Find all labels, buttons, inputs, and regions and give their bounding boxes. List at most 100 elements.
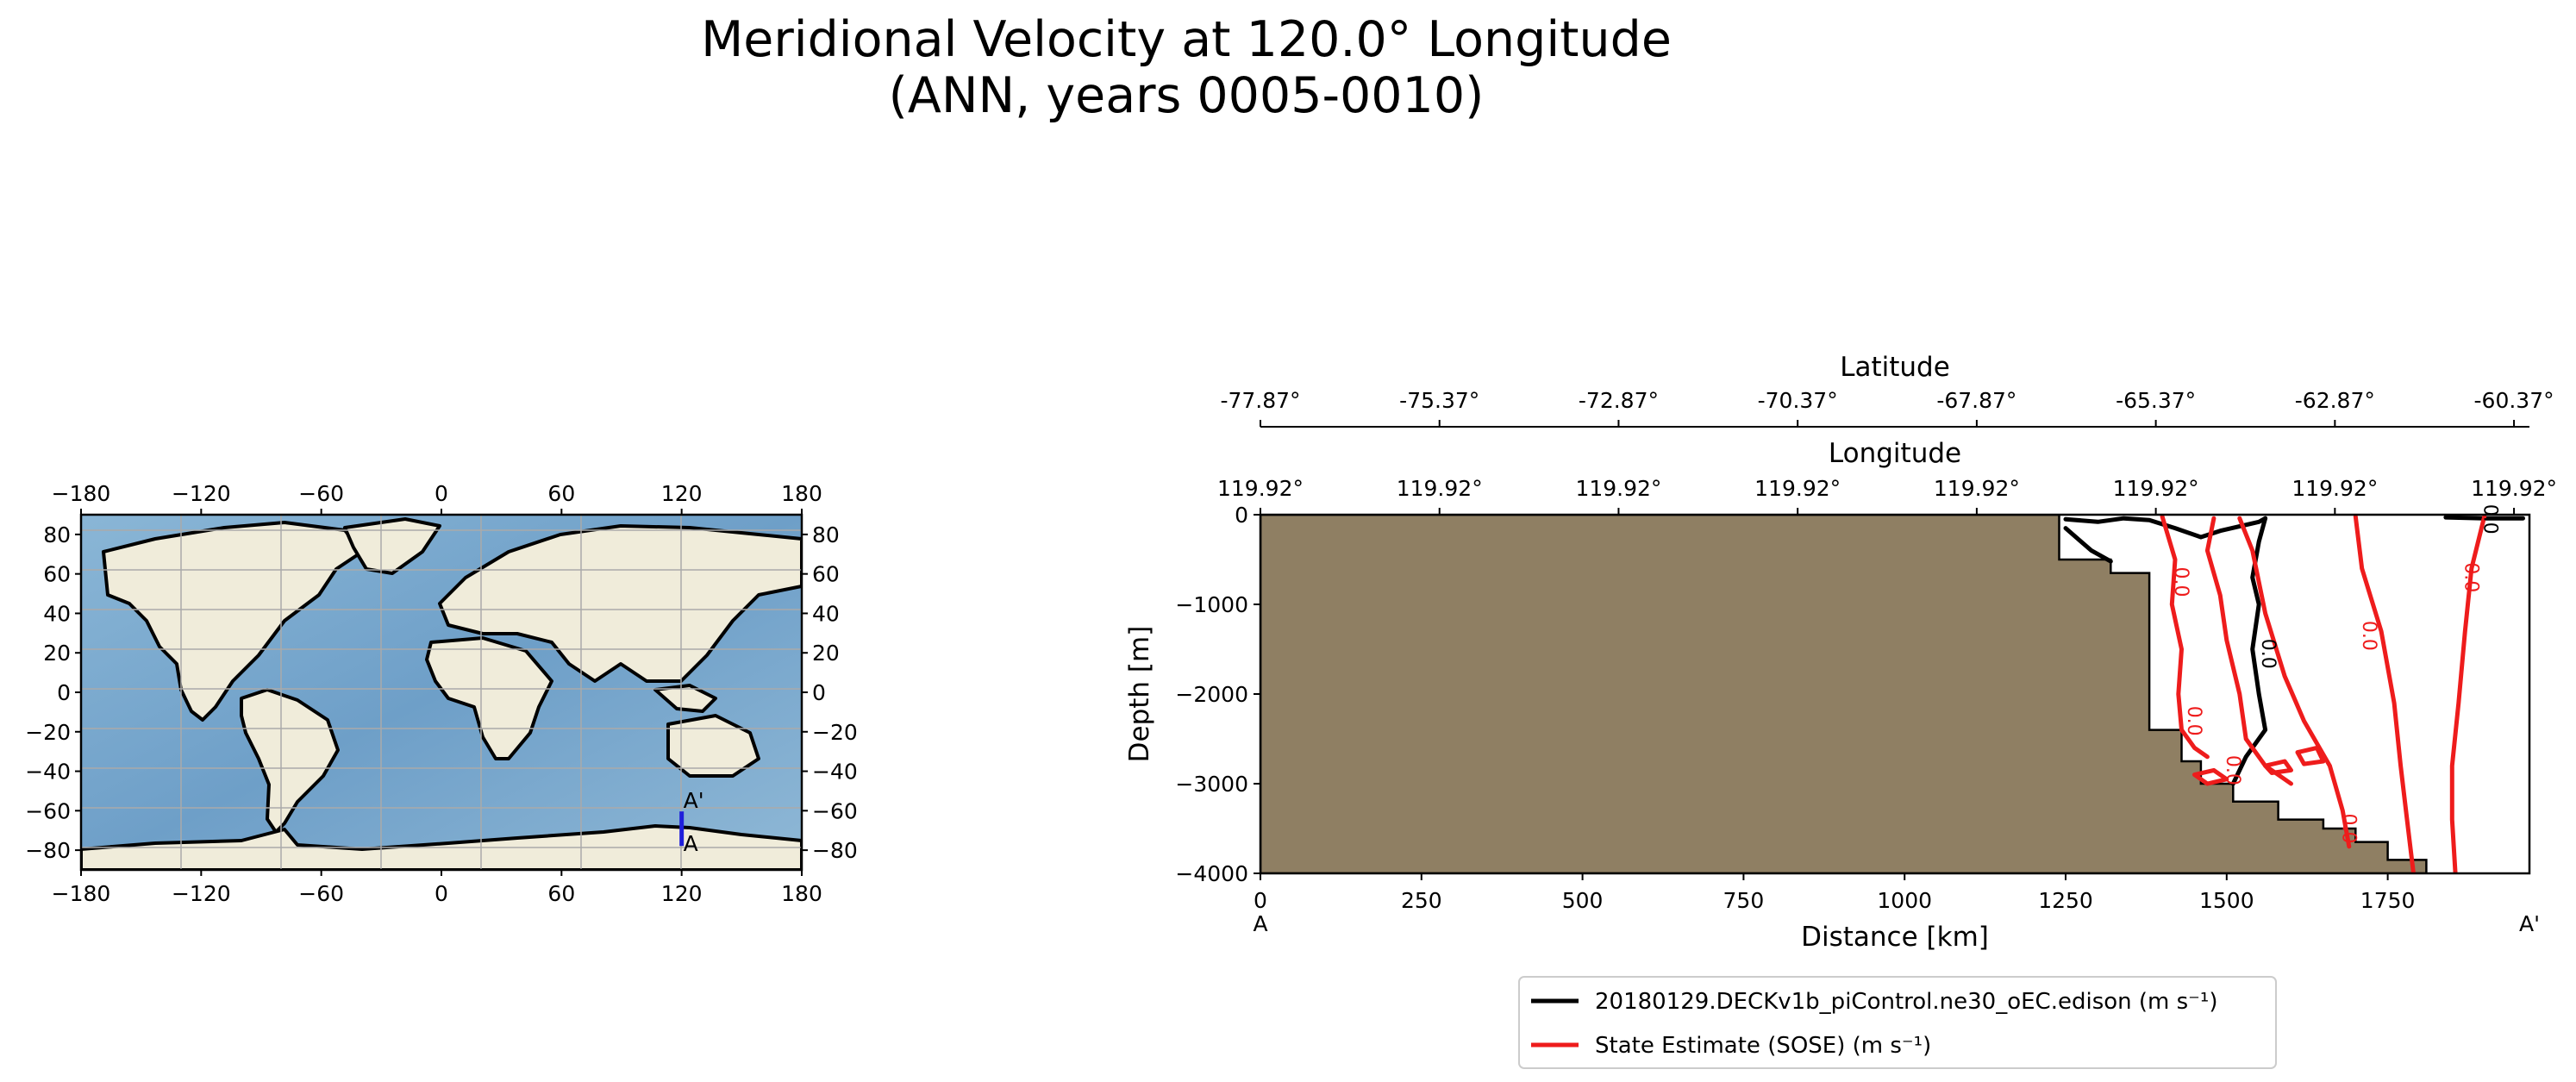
sose-contour-line <box>2237 516 2352 849</box>
map-top-tick-label: 0 <box>435 481 448 506</box>
map-top-tick-label: 180 <box>781 481 822 506</box>
y-tick-label: −2000 <box>1175 682 1248 707</box>
longitude-tick-label: 119.92° <box>1754 476 1841 501</box>
section-end-label: A' <box>2519 911 2540 936</box>
legend: 20180129.DECKv1b_piControl.ne30_oEC.edis… <box>1518 976 2277 1069</box>
map-right-tick-label: 20 <box>812 641 840 666</box>
map-bottom-tick-label: −60 <box>298 881 344 906</box>
longitude-axis-title: Longitude <box>1829 438 1961 469</box>
map-bottom-tick-label: 120 <box>661 881 703 906</box>
y-axis-label: Depth [m] <box>1124 626 1155 763</box>
latitude-axis-title: Latitude <box>1840 352 1950 383</box>
sose-contour-line <box>2160 515 2210 760</box>
map-top-tick-label: 60 <box>547 481 575 506</box>
maritime-asia-landmass <box>653 684 717 713</box>
sose-contour-line <box>2353 515 2416 873</box>
y-tick-label: −3000 <box>1175 772 1248 797</box>
x-tick-label: 1500 <box>2199 888 2254 913</box>
latitude-tick-label: -62.87° <box>2295 388 2375 413</box>
map-top-tick-label: 120 <box>661 481 703 506</box>
contour-label: 0.0 <box>2222 755 2243 785</box>
x-tick-label: 1750 <box>2360 888 2416 913</box>
latitude-tick-label: -70.37° <box>1758 388 1838 413</box>
figure-title-line1: Meridional Velocity at 120.0° Longitude <box>701 11 1672 68</box>
latitude-tick-label: -67.87° <box>1936 388 2016 413</box>
map-top-tick-label: −60 <box>298 481 344 506</box>
map-right-tick-label: −80 <box>812 838 858 863</box>
x-tick-label: 500 <box>1562 888 1604 913</box>
map-right-tick-label: −40 <box>812 760 858 785</box>
latitude-tick-label: -72.87° <box>1579 388 1659 413</box>
map-gridlines <box>81 515 802 870</box>
legend-model-label: 20180129.DECKv1b_piControl.ne30_oEC.edis… <box>1595 989 2217 1015</box>
x-tick-label: 250 <box>1401 888 1442 913</box>
map-right-tick-label: 40 <box>812 601 840 626</box>
longitude-tick-label: 119.92° <box>1217 476 1304 501</box>
map-tick-labels: −180 −180 −120 −120 −60 −60 0 0 60 60 120 120 180 180… <box>25 481 858 906</box>
section-start-label: A <box>1253 911 1267 936</box>
transect-section-plot: 0.0 0.0 0.0 0.0 0.0 0.0 0.0 0.0 0 250 500 750 1000 1… <box>1124 352 2557 953</box>
greenland-landmass <box>343 517 441 575</box>
y-tick-label: −1000 <box>1175 592 1248 617</box>
map-left-tick-label: −20 <box>25 720 71 745</box>
contour-labels: 0.0 0.0 0.0 0.0 0.0 0.0 0.0 0.0 <box>2170 504 2501 844</box>
map-bottom-tick-label: 0 <box>435 881 448 906</box>
transect-start-label: A <box>684 831 698 856</box>
contour-lines <box>2063 515 2525 873</box>
figure-title-line2: (ANN, years 0005-0010) <box>889 67 1485 124</box>
longitude-tick-label: 119.92° <box>2471 476 2557 501</box>
sose-contour-line <box>2449 515 2487 873</box>
map-bottom-tick-label: −180 <box>52 881 111 906</box>
section-axes: 0 250 500 750 1000 1250 1500 1750 0 −1000 −2000 −30… <box>1175 388 2557 913</box>
contour-label: 0.0 <box>2183 706 2204 736</box>
latitude-tick-label: -77.87° <box>1220 388 1300 413</box>
contour-label: 0.0 <box>2358 621 2379 651</box>
longitude-tick-label: 119.92° <box>1934 476 2020 501</box>
australia-landmass <box>666 714 760 778</box>
x-tick-label: 0 <box>1254 888 1267 913</box>
map-bottom-tick-label: −120 <box>172 881 231 906</box>
latitude-tick-label: -75.37° <box>1399 388 1479 413</box>
bathymetry-area <box>1260 515 2428 873</box>
map-left-tick-label: 60 <box>43 562 71 587</box>
map-top-tick-label: −120 <box>172 481 231 506</box>
contour-label: 0.0 <box>2479 504 2501 535</box>
x-tick-label: 1250 <box>2038 888 2093 913</box>
latitude-tick-label: -60.37° <box>2474 388 2554 413</box>
sose-contour-line <box>2204 516 2293 786</box>
longitude-tick-label: 119.92° <box>2113 476 2199 501</box>
map-left-tick-label: 20 <box>43 641 71 666</box>
contour-label: 0.0 <box>2460 562 2481 592</box>
map-right-tick-label: −60 <box>812 798 858 823</box>
y-tick-label: −4000 <box>1175 861 1248 886</box>
map-right-tick-label: −20 <box>812 720 858 745</box>
south-america-landmass <box>240 688 340 834</box>
model-contour-line <box>2063 526 2113 564</box>
longitude-tick-label: 119.92° <box>1575 476 1661 501</box>
map-land <box>81 517 802 870</box>
x-tick-label: 1000 <box>1877 888 1932 913</box>
map-right-tick-label: 60 <box>812 562 840 587</box>
longitude-tick-label: 119.92° <box>2292 476 2378 501</box>
map-bottom-tick-label: 60 <box>547 881 575 906</box>
transect-end-label: A' <box>684 788 704 813</box>
legend-box <box>1518 976 2277 1069</box>
sose-contour-line <box>2263 759 2293 775</box>
x-axis-label: Distance [km] <box>1801 922 1989 953</box>
transect-map: A' A −180 −180 −120 −120 −60 −60 0 0 60 60 120 120 1… <box>25 481 858 906</box>
contour-label: 0.0 <box>2170 567 2191 597</box>
map-left-tick-label: 40 <box>43 601 71 626</box>
model-contour-line <box>2063 516 2268 540</box>
legend-sose-label: State Estimate (SOSE) (m s⁻¹) <box>1595 1033 1931 1059</box>
contour-label: 0.0 <box>2257 639 2279 669</box>
contour-label: 0.0 <box>2337 814 2359 844</box>
sose-contour-line <box>2295 745 2326 766</box>
map-right-tick-label: 0 <box>812 680 826 705</box>
map-left-tick-label: 80 <box>43 522 71 547</box>
x-tick-label: 750 <box>1723 888 1765 913</box>
longitude-tick-label: 119.92° <box>1397 476 1483 501</box>
map-left-tick-label: −40 <box>25 760 71 785</box>
map-left-tick-label: −80 <box>25 838 71 863</box>
map-bottom-tick-label: 180 <box>781 881 822 906</box>
